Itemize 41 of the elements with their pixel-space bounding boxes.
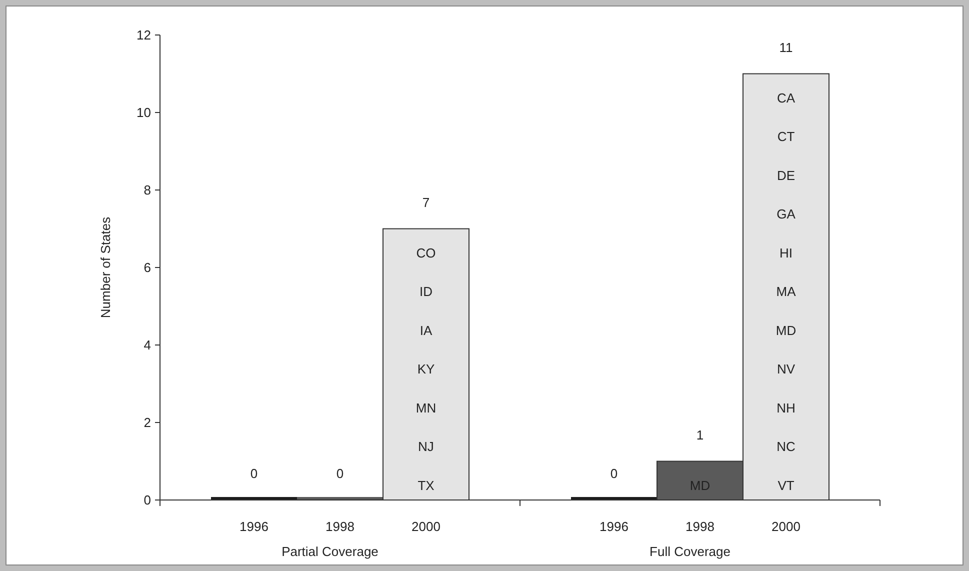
annotation: MA <box>776 284 796 300</box>
y-tick-label: 10 <box>136 105 151 120</box>
annotation: MD <box>690 478 710 493</box>
annotation: CT <box>777 129 795 144</box>
data-label: 11 <box>779 40 793 55</box>
y-tick-label: 4 <box>144 338 151 353</box>
annotation: CA <box>776 90 796 106</box>
annotation: HI <box>780 245 792 260</box>
annotation: ID <box>420 284 432 300</box>
y-tick-label: 6 <box>144 260 151 276</box>
data-label: 0 <box>336 466 344 481</box>
annotation: TX <box>418 478 435 493</box>
x-tick-label: Full Coverage <box>650 544 730 559</box>
annotation: DE <box>776 168 796 183</box>
annotation: MD <box>776 322 796 338</box>
annotation: GA <box>776 206 796 222</box>
text: 1998 <box>686 519 714 534</box>
x-tick-label: Partial Coverage <box>282 544 378 559</box>
y-tick-label: 2 <box>144 415 151 430</box>
series-label: 1996 <box>240 519 268 534</box>
data-label: 7 <box>422 194 430 210</box>
y-tick-label: 8 <box>144 182 151 198</box>
data-label: 0 <box>610 466 618 481</box>
annotation: NH <box>776 400 796 416</box>
annotation: NC <box>776 439 796 454</box>
data-label: 0 <box>250 466 258 481</box>
annotation: IA <box>420 322 432 338</box>
annotation: CO <box>416 245 436 260</box>
annotation: NV <box>776 362 796 377</box>
data-label: 1 <box>696 427 704 442</box>
text: 2000 <box>772 519 800 534</box>
annotation: VT <box>778 478 794 493</box>
y-tick-label: 12 <box>136 28 151 43</box>
annotation: MN <box>416 400 436 416</box>
y-tick-label: 0 <box>144 492 151 508</box>
text: 1996 <box>600 519 628 534</box>
annotation: KY <box>417 362 435 377</box>
series-label: 2000 <box>412 519 440 534</box>
series-label: 1998 <box>326 519 354 534</box>
annotation: NJ <box>418 439 434 454</box>
y-axis-title: Number of States <box>98 216 113 318</box>
